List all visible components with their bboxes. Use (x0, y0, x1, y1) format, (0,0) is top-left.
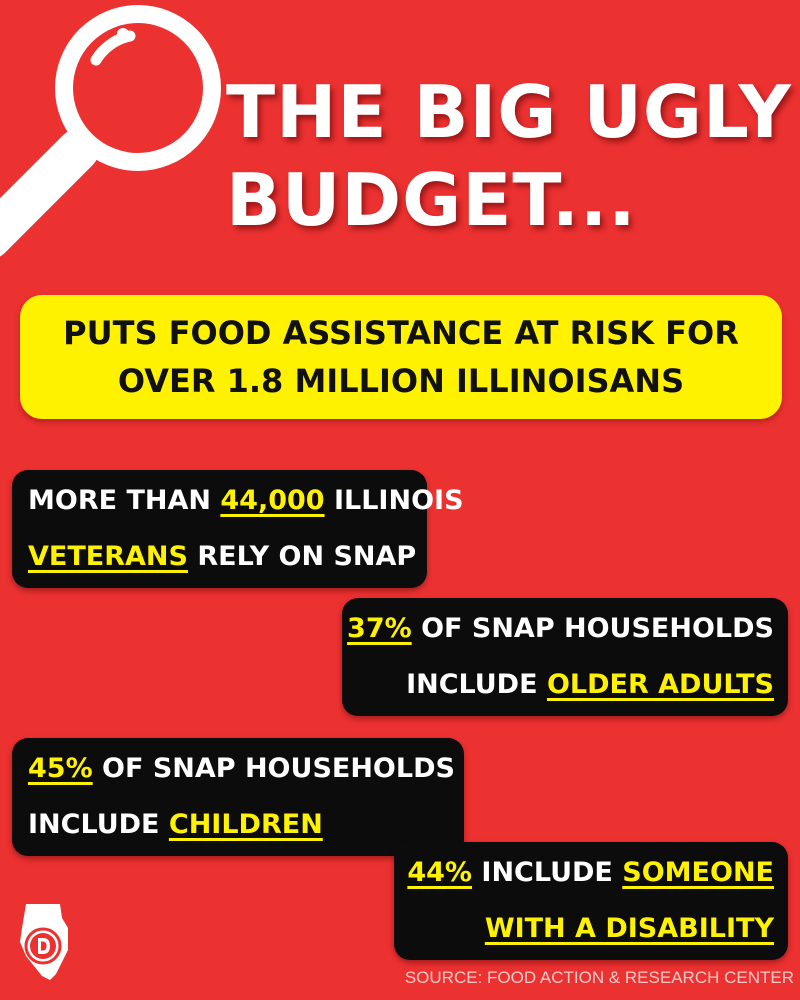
source-citation: SOURCE: FOOD ACTION & RESEARCH CENTER (404, 968, 794, 987)
stat-children-suffix: OF SNAP HOUSEHOLDS (92, 753, 455, 784)
stat-veterans-suffix: ILLINOIS (324, 485, 464, 516)
page-title: THE BIG UGLY BUDGET... (226, 68, 796, 244)
stat-older-prefix: INCLUDE (406, 669, 547, 700)
magnifying-glass-icon (0, 5, 221, 257)
stat-veterans-count: 44,000 (220, 485, 325, 516)
stat-disability-group: WITH A DISABILITY (484, 913, 774, 944)
stat-veterans-line-2: VETERANS RELY ON SNAP (28, 529, 427, 585)
title-line-1: THE BIG UGLY (226, 70, 792, 154)
stat-veterans-prefix: MORE THAN (28, 485, 221, 516)
stat-children-line-2: INCLUDE CHILDREN (28, 797, 464, 853)
stat-disability-someone: SOMEONE (622, 857, 774, 888)
subheadline-banner: PUTS FOOD ASSISTANCE AT RISK FOR OVER 1.… (20, 295, 782, 419)
stat-veterans-tail: RELY ON SNAP (187, 541, 417, 572)
stat-older-line-1: 37% OF SNAP HOUSEHOLDS (347, 601, 774, 657)
subheadline-line-2: OVER 1.8 MILLION ILLINOISANS (117, 362, 685, 400)
stat-children-line-1: 45% OF SNAP HOUSEHOLDS (28, 741, 464, 797)
stat-children-group: CHILDREN (168, 809, 323, 840)
stat-disability-percent: 44% (407, 857, 472, 888)
stat-children-percent: 45% (28, 753, 93, 784)
subheadline-line-1: PUTS FOOD ASSISTANCE AT RISK FOR (63, 314, 739, 352)
stat-older-group: OLDER ADULTS (546, 669, 774, 700)
stat-disability-line-2: WITH A DISABILITY (485, 901, 774, 957)
stat-card-disability: 44% INCLUDE SOMEONE WITH A DISABILITY (394, 842, 788, 960)
stat-disability-line-1: 44% INCLUDE SOMEONE (407, 845, 774, 901)
stat-older-percent: 37% (347, 613, 412, 644)
stat-veterans-line-1: MORE THAN 44,000 ILLINOIS (28, 473, 464, 529)
stat-veterans-group: VETERANS (28, 541, 188, 572)
stat-card-veterans: MORE THAN 44,000 ILLINOIS VETERANS RELY … (12, 470, 464, 588)
title-line-2: BUDGET... (226, 158, 637, 242)
stat-card-children: 45% OF SNAP HOUSEHOLDS INCLUDE CHILDREN (12, 738, 464, 856)
stat-children-prefix: INCLUDE (28, 809, 169, 840)
stat-older-suffix: OF SNAP HOUSEHOLDS (411, 613, 774, 644)
illinois-state-logo-icon (20, 904, 68, 980)
stat-older-line-2: INCLUDE OLDER ADULTS (406, 657, 774, 713)
stat-card-older-adults: 37% OF SNAP HOUSEHOLDS INCLUDE OLDER ADU… (342, 598, 788, 716)
stat-disability-middle: INCLUDE (472, 857, 623, 888)
